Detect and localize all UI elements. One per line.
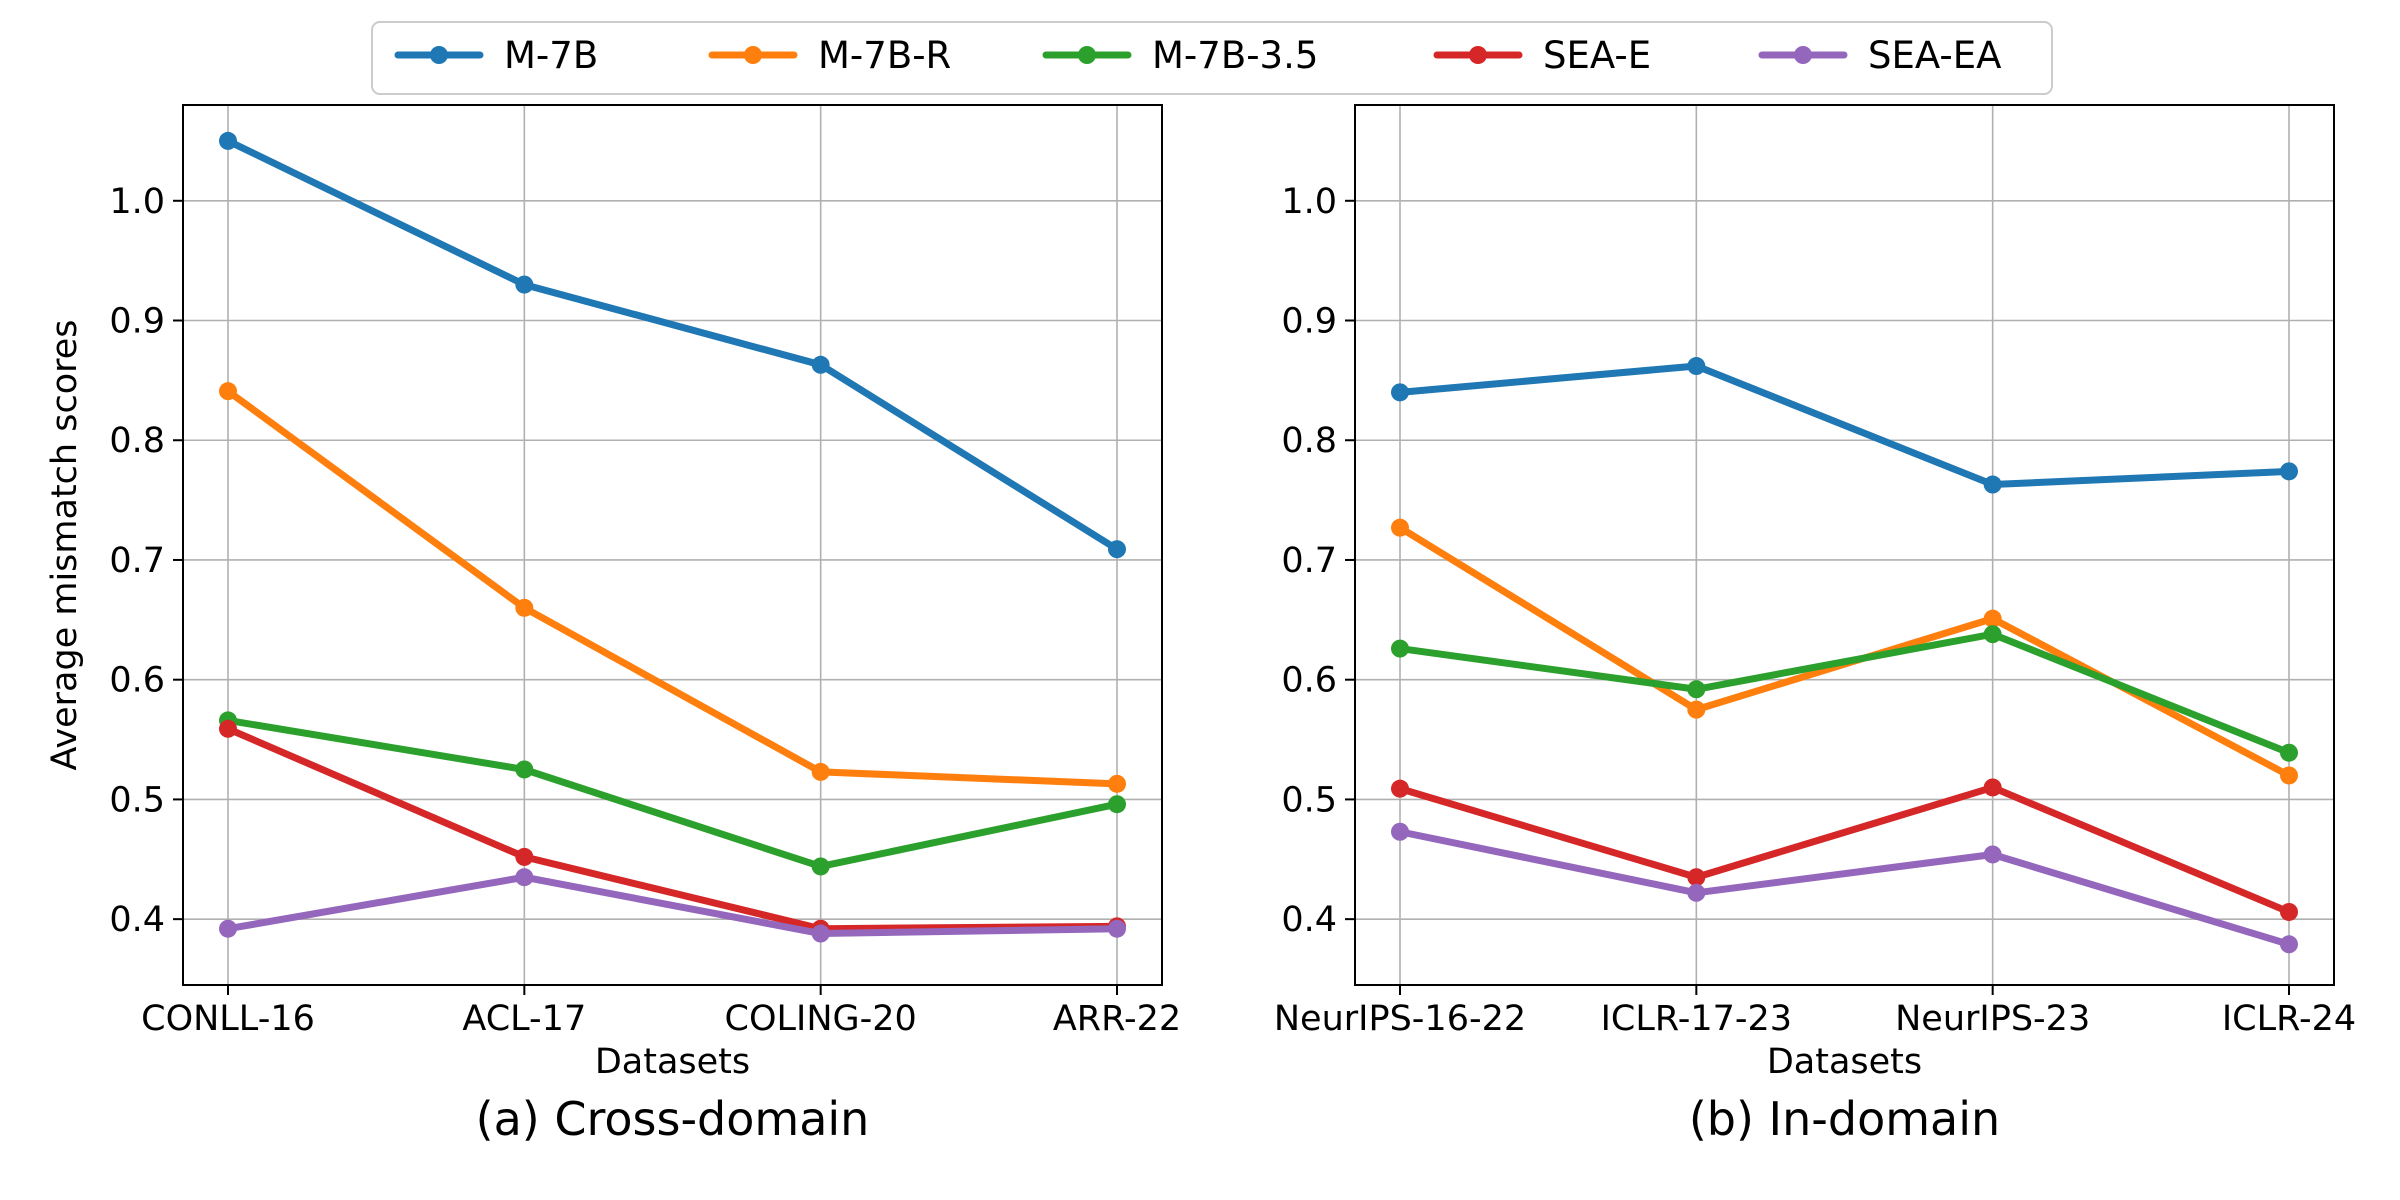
y-tick-label: 0.8: [109, 421, 165, 461]
x-tick-label: NeurIPS-16-22: [1274, 999, 1526, 1039]
x-axis-label: Datasets: [595, 1042, 750, 1082]
legend-box: [371, 21, 2053, 95]
chart-panel-b: 0.4 0.5 0.6 0.7 0.8 0.9 1.0 NeurIPS-16-22 ICLR-1…: [1274, 104, 2356, 1146]
series-line-SEA-EA: [224, 873, 1121, 938]
series-line-SEA-E: [1396, 783, 2293, 916]
legend-label: SEA-EA: [1868, 34, 2001, 77]
data-point-M-7B-R: [1687, 700, 1706, 719]
x-tick-label: NeurIPS-23: [1895, 999, 2090, 1039]
data-point-SEA-E: [1983, 778, 2002, 797]
chart-panel-a: 0.4 0.5 0.6 0.7 0.8 0.9 1.0 CONLL-16 ACL-17 COLIN…: [45, 104, 1181, 1146]
legend-marker-SEA-E: [1469, 46, 1487, 64]
y-tick-label: 0.5: [109, 780, 165, 820]
data-point-M-7B: [1391, 383, 1409, 402]
data-point-M-7B: [515, 275, 534, 294]
data-point-SEA-E: [1687, 868, 1706, 887]
legend-marker-M-7B: [430, 46, 448, 64]
y-tick-label: 1.0: [1281, 182, 1337, 222]
y-tick-label: 0.9: [109, 302, 165, 342]
data-point-M-7B: [1108, 540, 1126, 559]
y-tick-label: 0.7: [1281, 541, 1337, 581]
y-tick-label: 0.9: [1281, 302, 1337, 342]
legend-marker-SEA-EA: [1794, 46, 1812, 64]
y-tick-label: 0.7: [109, 541, 165, 581]
data-point-M-7B-R: [1108, 774, 1126, 793]
data-point-M-7B: [1983, 475, 2002, 494]
data-point-M-7B: [219, 131, 237, 150]
x-tick-label: ICLR-17-23: [1601, 999, 1793, 1039]
data-point-SEA-EA: [811, 924, 830, 943]
series-line-M-7B-R: [224, 387, 1121, 788]
data-point-M-7B-R: [811, 762, 830, 781]
x-tick-label: ARR-22: [1053, 999, 1181, 1039]
series-line-M-7B-3.5: [224, 716, 1121, 870]
data-point-M-7B-R: [2280, 766, 2298, 785]
data-point-SEA-EA: [1391, 822, 1409, 841]
data-point-M-7B: [811, 355, 830, 374]
plot-frame: [1354, 104, 2335, 986]
data-point-SEA-EA: [515, 868, 534, 887]
y-tick-label: 0.8: [1281, 421, 1337, 461]
series-line-SEA-E: [224, 725, 1121, 933]
legend-label: SEA-E: [1543, 34, 1651, 77]
data-point-M-7B-3.5: [2280, 743, 2298, 762]
x-tick-label: ACL-17: [462, 999, 586, 1039]
data-point-SEA-E: [1391, 779, 1409, 798]
data-point-SEA-EA: [1687, 883, 1706, 902]
y-tick-label: 0.6: [1281, 661, 1337, 701]
plot-frame: [182, 104, 1163, 986]
x-tick-label: ICLR-24: [2222, 999, 2356, 1039]
series-line-M-7B: [224, 137, 1121, 553]
series-line-M-7B-R: [1396, 524, 2293, 779]
legend-label: M-7B: [504, 34, 598, 77]
data-point-SEA-EA: [219, 919, 237, 938]
legend: M-7B M-7B-R M-7B-3.5 SEA-E SEA-EA: [371, 21, 2053, 95]
data-point-SEA-EA: [1983, 845, 2002, 864]
data-point-SEA-EA: [2280, 935, 2298, 954]
legend-label: M-7B-R: [818, 34, 951, 77]
x-axis-label: Datasets: [1767, 1042, 1922, 1082]
series-line-M-7B-3.5: [1396, 630, 2293, 757]
data-point-M-7B-3.5: [1687, 680, 1706, 699]
legend-label: M-7B-3.5: [1152, 34, 1318, 77]
legend-marker-M-7B-R: [744, 46, 762, 64]
panel-caption: (b) In-domain: [1689, 1092, 2000, 1146]
series-line-M-7B: [1396, 362, 2293, 489]
y-axis-label: Average mismatch scores: [45, 319, 85, 770]
data-point-SEA-E: [515, 847, 534, 866]
data-point-SEA-E: [2280, 902, 2298, 921]
y-tick-label: 0.4: [109, 900, 165, 940]
data-point-SEA-EA: [1108, 919, 1126, 938]
y-tick-label: 1.0: [109, 182, 165, 222]
data-point-M-7B: [1687, 357, 1706, 376]
x-tick-label: COLING-20: [725, 999, 917, 1039]
x-tick-label: CONLL-16: [141, 999, 315, 1039]
data-point-M-7B-3.5: [1108, 795, 1126, 814]
data-point-M-7B-3.5: [1391, 639, 1409, 658]
y-tick-label: 0.5: [1281, 780, 1337, 820]
panel-caption: (a) Cross-domain: [476, 1092, 870, 1146]
data-point-M-7B-3.5: [1983, 625, 2002, 644]
data-point-SEA-E: [219, 719, 237, 738]
data-point-M-7B-R: [1391, 518, 1409, 537]
data-point-M-7B-R: [219, 382, 237, 401]
series-line-SEA-EA: [1396, 828, 2293, 948]
legend-marker-M-7B-3.5: [1078, 46, 1096, 64]
data-point-M-7B-R: [515, 598, 534, 617]
data-point-M-7B: [2280, 462, 2298, 481]
data-point-M-7B-R: [1983, 609, 2002, 628]
y-tick-label: 0.4: [1281, 900, 1337, 940]
y-tick-label: 0.6: [109, 661, 165, 701]
data-point-M-7B-3.5: [811, 857, 830, 876]
data-point-M-7B-3.5: [515, 760, 534, 779]
